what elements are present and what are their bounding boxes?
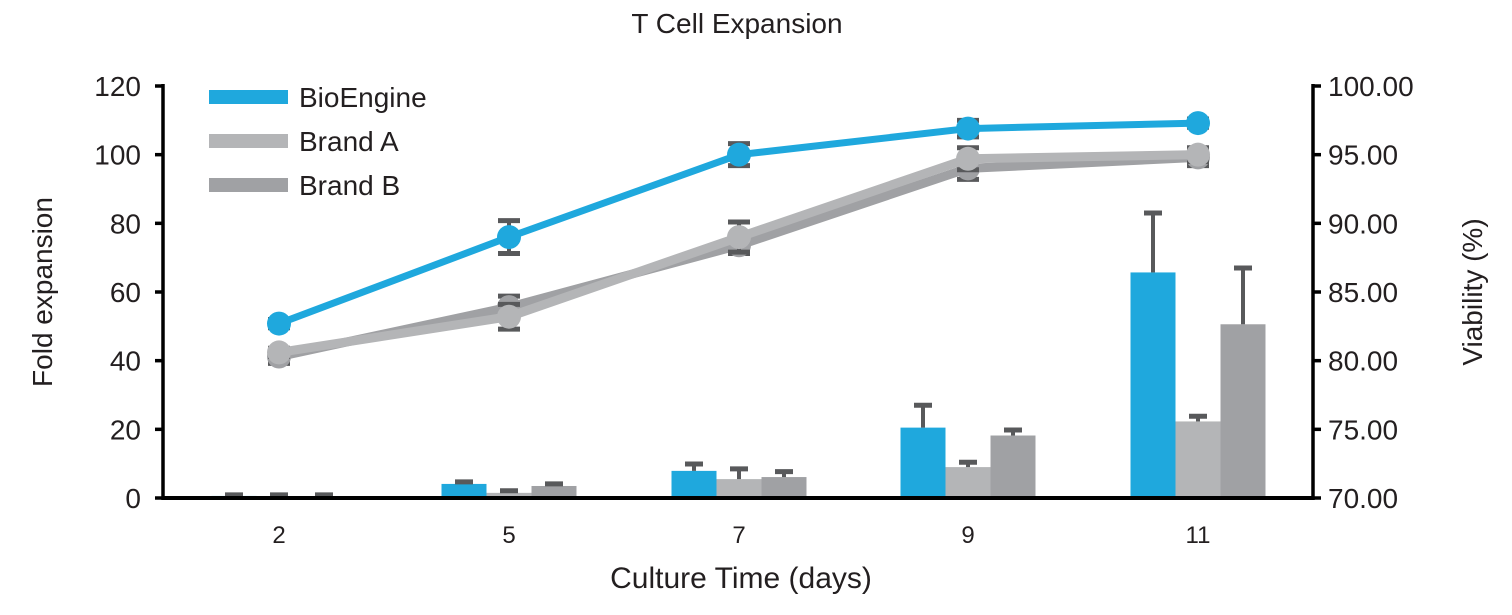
bar-bioengine-day-9: [900, 427, 946, 498]
legend-swatch-bioengine: [209, 90, 288, 104]
y-left-tick-label: 60: [110, 277, 141, 308]
y-left-tick-label: 80: [110, 208, 141, 239]
x-tick-label: 11: [1186, 522, 1211, 549]
y-left-tick-label: 20: [110, 414, 141, 445]
bar-brand-a-day-7: [716, 479, 762, 498]
point-bioengine-day-5: [497, 225, 521, 250]
bar-bioengine-day-5: [441, 483, 487, 498]
point-bioengine-day-11: [1186, 111, 1210, 136]
bar-brand-b-day-11: [1220, 324, 1266, 498]
legend: BioEngine Brand A Brand B: [209, 82, 427, 201]
bar-bioengine-day-7: [671, 470, 717, 498]
bar-brand-b-day-5: [531, 485, 577, 498]
y-axis-left-label: Fold expansion: [27, 197, 58, 387]
y-left-tick-label: 100: [94, 140, 141, 171]
axes-layer: 0 20 40 60 80 100 120 70.00 75.00 80.00 85.00 90.00…: [94, 71, 1413, 549]
x-tick-label: 9: [961, 522, 974, 549]
bar-brand-b-day-7: [761, 477, 807, 498]
lines-layer: [267, 111, 1210, 369]
y-left-tick-label: 0: [125, 483, 141, 514]
point-brand-a-day-2: [267, 340, 291, 365]
point-brand-a-day-9: [956, 146, 980, 171]
legend-label: Brand A: [299, 126, 399, 157]
bar-brand-b-day-9: [990, 435, 1036, 498]
y-right-tick-label: 75.00: [1328, 414, 1398, 445]
legend-label: BioEngine: [299, 82, 427, 113]
y-right-tick-label: 95.00: [1328, 140, 1398, 171]
chart-title: T Cell Expansion: [631, 8, 842, 39]
y-axis-right-label: Viability (%): [1457, 218, 1488, 365]
bar-brand-a-day-11: [1175, 421, 1221, 498]
bar-bioengine-day-11: [1130, 272, 1176, 498]
legend-swatch-brand-a: [209, 134, 288, 148]
bar-brand-a-day-5: [486, 492, 532, 498]
x-tick-label: 2: [272, 522, 285, 549]
y-left-tick-label: 120: [94, 71, 141, 102]
y-left-tick-label: 40: [110, 346, 141, 377]
y-right-tick-label: 90.00: [1328, 208, 1398, 239]
point-brand-a-day-7: [727, 225, 751, 250]
point-bioengine-day-9: [956, 116, 980, 141]
point-bioengine-day-7: [727, 142, 751, 167]
bar-brand-a-day-9: [945, 467, 991, 498]
legend-swatch-brand-b: [209, 178, 288, 192]
y-right-tick-label: 80.00: [1328, 346, 1398, 377]
y-right-tick-label: 85.00: [1328, 277, 1398, 308]
bars-layer: [211, 210, 1266, 498]
point-brand-a-day-11: [1186, 142, 1210, 167]
x-tick-label: 5: [502, 522, 515, 549]
point-brand-a-day-5: [497, 304, 521, 329]
x-tick-label: 7: [732, 522, 745, 549]
legend-label: Brand B: [299, 170, 400, 201]
y-right-tick-label: 70.00: [1328, 483, 1398, 514]
y-right-tick-label: 100.00: [1328, 71, 1414, 102]
point-bioengine-day-2: [267, 311, 291, 336]
x-axis-label: Culture Time (days): [610, 562, 872, 595]
